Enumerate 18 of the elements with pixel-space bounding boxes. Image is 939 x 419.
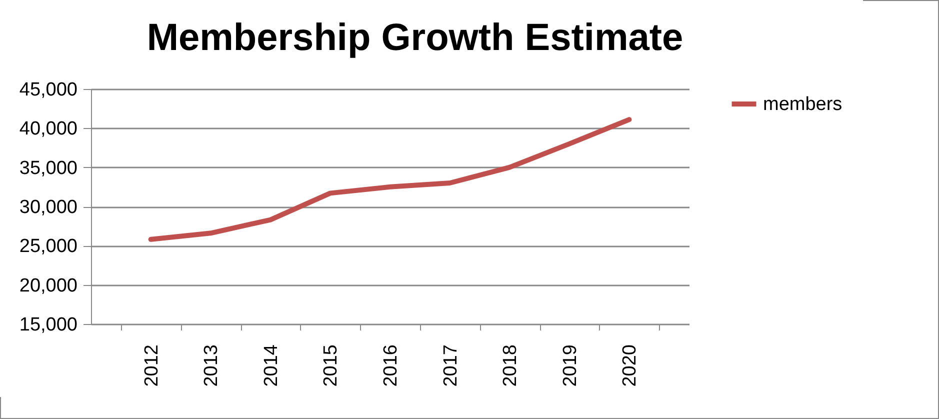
x-tick-label: 2014 (260, 344, 282, 387)
x-tick-label: 2018 (500, 344, 522, 387)
chart-title: Membership Growth Estimate (146, 17, 684, 59)
x-tick-label: 2017 (440, 344, 462, 387)
x-tick-label: 2016 (380, 344, 402, 387)
y-tick-label: 45,000 (19, 80, 78, 100)
x-tick-label: 2020 (620, 344, 641, 387)
x-tick-label: 2013 (201, 344, 222, 387)
x-tick-label: 2019 (560, 344, 581, 387)
x-tick-label: 2012 (141, 344, 162, 387)
y-tick-label: 35,000 (19, 158, 78, 179)
legend-label: members (763, 94, 842, 115)
y-tick-label: 30,000 (19, 197, 78, 218)
x-tick-label: 2015 (320, 344, 342, 387)
y-tick-label: 25,000 (19, 236, 78, 258)
y-tick-label: 40,000 (19, 118, 78, 140)
y-tick-label: 20,000 (19, 275, 78, 296)
y-tick-label: 15,000 (19, 314, 78, 336)
